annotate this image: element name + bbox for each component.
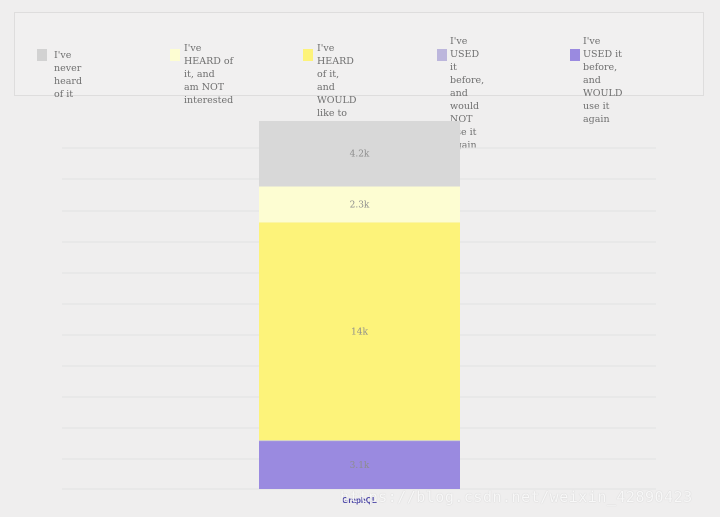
legend-swatch: [570, 49, 580, 61]
legend-swatch: [37, 49, 47, 61]
segment-value-label: 14k: [351, 328, 368, 338]
bar-segment[interactable]: [259, 186, 460, 223]
bar-segment[interactable]: [259, 440, 460, 489]
watermark: https://blog.csdn.net/weixin_42890423: [340, 488, 693, 506]
legend-swatch: [437, 49, 447, 61]
segment-value-label: 2.3k: [350, 200, 370, 210]
legend-label: I've HEARD of it, and am NOT interested: [184, 43, 234, 106]
segment-value-label: 4.2k: [350, 150, 370, 160]
legend-swatch: [170, 49, 180, 61]
bar-segment[interactable]: [259, 121, 460, 187]
bar-segment[interactable]: [259, 222, 460, 441]
legend-label: I've USED it before, and WOULD use it ag…: [583, 36, 623, 125]
legend-label: I've never heard of it: [54, 50, 83, 100]
segment-value-label: 3.1k: [350, 461, 370, 471]
category-label: GraphQL: [342, 496, 377, 505]
legend-swatch: [303, 49, 313, 61]
